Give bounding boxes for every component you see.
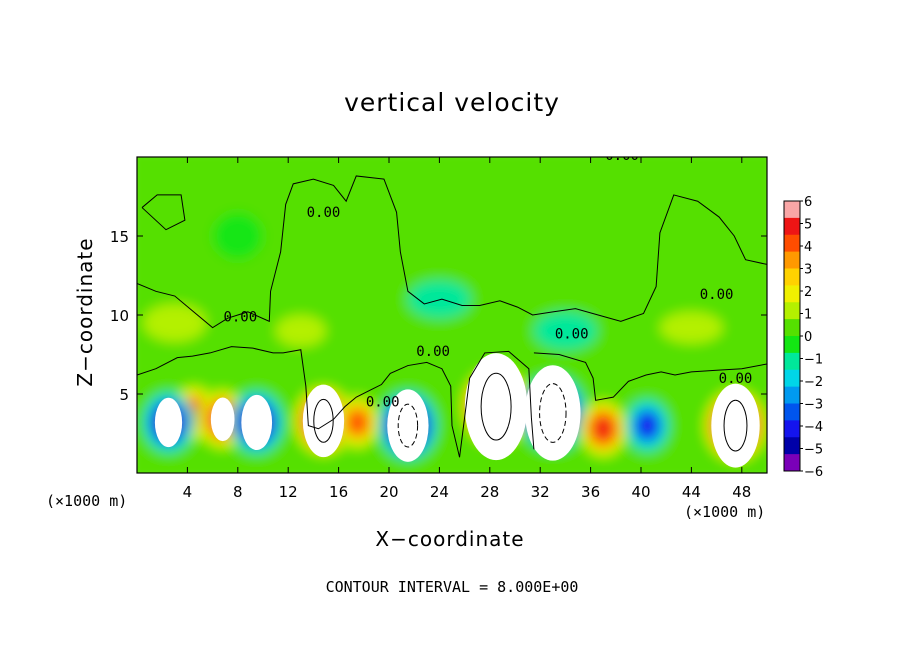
cell-10-level-3: [638, 414, 657, 437]
colorbar-swatch-2: [784, 234, 800, 253]
field-perturbation-2: [275, 315, 326, 347]
zero-contour-1: [459, 350, 535, 458]
core-contour-7: [480, 372, 512, 441]
colorbar-tick-label-3: 3: [804, 263, 812, 278]
x-tick-label-40: 40: [631, 483, 650, 501]
zero-contour-2: [533, 352, 767, 401]
field-perturbation-4: [533, 311, 597, 350]
colorbar: 6 5 4 3 2 1 0 −1 −2 −3 −4 −5 −6: [783, 195, 823, 480]
field-perturbation-1: [300, 228, 352, 292]
colorbar-tick-label-8: −2: [804, 375, 823, 390]
colorbar-swatch-10: [784, 369, 800, 388]
x-axis-label: X−coordinate: [375, 527, 525, 551]
contour-label-1: 0.00: [223, 309, 257, 325]
core-11: [711, 383, 760, 468]
core-8: [525, 365, 581, 461]
zero-contour-0: [137, 346, 461, 458]
contour-label-0: 0.00: [307, 205, 341, 221]
x-tick-label-48: 48: [732, 483, 751, 501]
chart-title: vertical velocity: [344, 88, 560, 117]
x-tick-label-8: 8: [233, 483, 243, 501]
core-contour-11: [723, 399, 748, 452]
cell-9-level-4: [595, 419, 612, 439]
contour-label-7: 0.00: [700, 287, 734, 303]
field-perturbation-7: [609, 228, 673, 276]
colorbar-tick-label-6: 0: [804, 330, 812, 345]
heatmap-field: [137, 157, 767, 473]
core-7: [464, 353, 528, 461]
x-tick-label-36: 36: [581, 483, 600, 501]
core-4: [302, 384, 345, 458]
x-tick-label-24: 24: [430, 483, 449, 501]
core-3: [241, 394, 273, 451]
contour-label-5: 0.00: [719, 371, 753, 387]
colorbar-tick-label-0: 6: [804, 195, 812, 210]
x-tick-label-28: 28: [480, 483, 499, 501]
field-perturbation-3: [407, 280, 471, 319]
colorbar-swatch-9: [784, 352, 800, 371]
contour-interval-note: CONTOUR INTERVAL = 8.000E+00: [325, 578, 579, 596]
colorbar-swatch-5: [784, 285, 800, 303]
colorbar-swatch-3: [784, 251, 800, 269]
colorbar-tick-label-4: 2: [804, 285, 812, 300]
core-6: [387, 389, 429, 462]
x-tick-label-16: 16: [329, 483, 348, 501]
core-contour-4: [313, 398, 334, 443]
core-contour-6: [397, 403, 419, 448]
colorbar-swatch-13: [784, 420, 800, 438]
colorbar-swatch-0: [784, 201, 800, 219]
contour-label-3: 0.00: [366, 395, 400, 411]
colorbar-tick-label-11: −5: [804, 443, 823, 458]
colorbar-swatch-6: [784, 302, 800, 320]
field-perturbation-6: [212, 212, 263, 260]
y-tick-label-5: 5: [119, 386, 129, 404]
cell-5-level-3: [348, 411, 367, 434]
x-unit-label-right: (×1000 m): [684, 503, 766, 521]
colorbar-swatch-1: [784, 217, 800, 236]
x-tick-label-4: 4: [183, 483, 193, 501]
field-perturbation-0: [143, 303, 207, 342]
colorbar-swatch-15: [784, 454, 800, 472]
contour-label-6: 0.00: [605, 148, 639, 164]
colorbar-swatch-14: [784, 437, 800, 455]
y-tick-label-10: 10: [110, 307, 129, 325]
core-contour-8: [539, 383, 567, 443]
colorbar-tick-label-10: −4: [804, 420, 823, 435]
colorbar-swatch-4: [784, 268, 800, 286]
colorbar-swatch-8: [784, 336, 800, 354]
contour-label-4: 0.00: [555, 327, 589, 343]
y-axis: 5 10 15: [110, 228, 767, 404]
contour-lines: 0.00 0.00 0.00 0.00 0.00 0.00 0.00 0.00: [137, 148, 767, 458]
x-tick-label-12: 12: [279, 483, 298, 501]
x-tick-label-20: 20: [379, 483, 398, 501]
colorbar-tick-label-1: 5: [804, 218, 812, 233]
colorbar-tick-label-12: −6: [804, 465, 823, 480]
core-1: [154, 397, 183, 448]
x-tick-label-32: 32: [531, 483, 550, 501]
colorbar-tick-label-2: 4: [804, 240, 812, 255]
contour-label-2: 0.00: [416, 344, 450, 360]
y-tick-label-15: 15: [110, 228, 129, 246]
zero-contour-upper: [137, 175, 767, 329]
colorbar-swatch-11: [784, 386, 800, 404]
field-perturbation-5: [659, 311, 723, 344]
x-unit-label-left: (×1000 m): [46, 492, 128, 510]
y-axis-label: Z−coordinate: [73, 237, 97, 387]
core-2: [210, 397, 235, 442]
colorbar-tick-label-5: 1: [804, 308, 812, 323]
colorbar-swatch-7: [784, 319, 800, 337]
x-tick-label-44: 44: [682, 483, 701, 501]
zero-contour-island: [141, 194, 186, 231]
x-axis: 4 8 12 16 20 24 28 32 36 40 44 48: [183, 157, 751, 501]
colorbar-tick-label-7: −1: [804, 353, 823, 368]
colorbar-tick-label-9: −3: [804, 398, 823, 413]
colorbar-swatch-12: [784, 403, 800, 421]
